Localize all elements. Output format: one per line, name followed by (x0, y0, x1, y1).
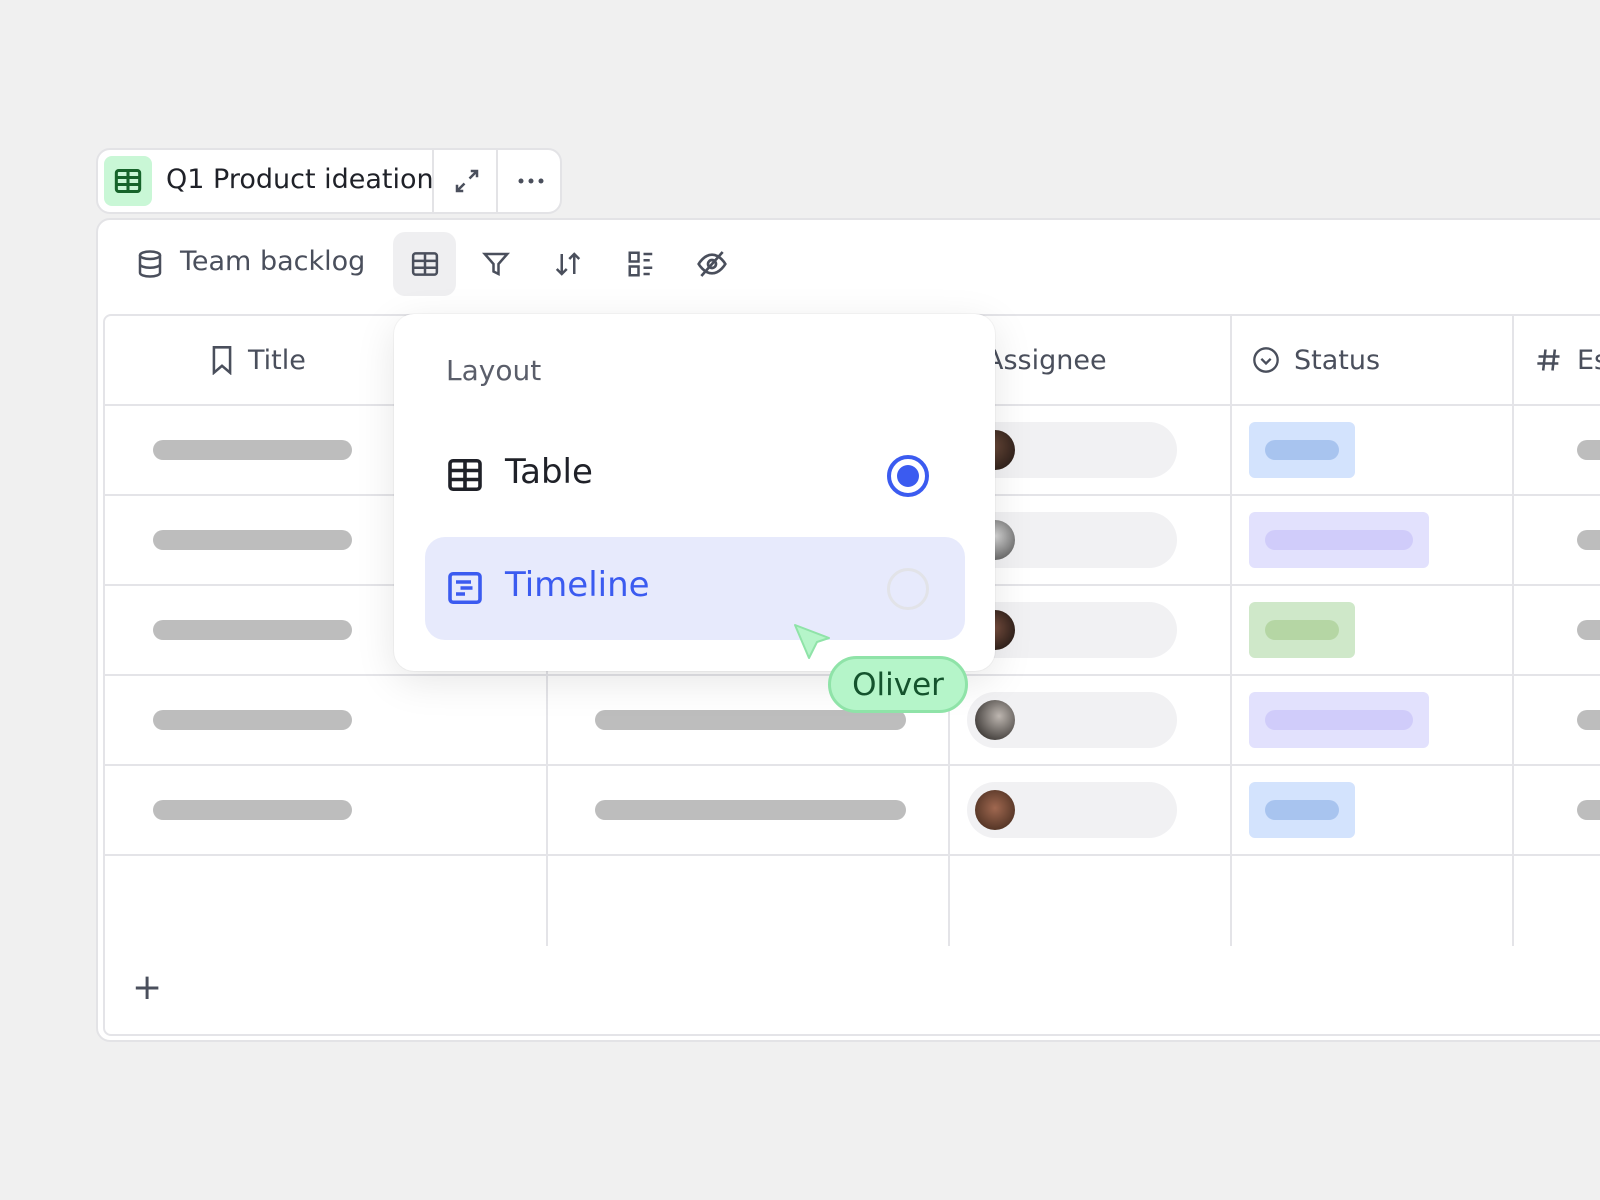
status-placeholder (1265, 530, 1413, 550)
assignee-pill[interactable] (967, 782, 1177, 838)
text-placeholder (595, 710, 906, 730)
status-placeholder (1265, 800, 1339, 820)
title-placeholder (153, 800, 352, 820)
row-divider (105, 764, 1600, 766)
estimate-placeholder (1577, 800, 1600, 820)
divider (496, 150, 498, 212)
column-header-status[interactable]: Status (1252, 316, 1380, 404)
collaborator-name-tag: Oliver (828, 656, 968, 713)
document-tab[interactable]: Q1 Product ideation (96, 148, 562, 214)
timeline-icon (447, 570, 483, 610)
option-label: Table (505, 452, 593, 492)
expand-button[interactable] (436, 150, 498, 212)
table-row[interactable] (105, 676, 1600, 764)
status-icon (1253, 347, 1279, 373)
column-label: Title (248, 344, 306, 376)
table-icon (447, 457, 483, 497)
divider (432, 150, 434, 212)
layout-option-timeline[interactable]: Timeline (425, 537, 965, 640)
bookmark-icon (212, 346, 232, 375)
title-placeholder (153, 530, 352, 550)
radio-selected[interactable] (887, 455, 929, 497)
status-chip[interactable] (1249, 512, 1429, 568)
title-placeholder (153, 620, 352, 640)
avatar (975, 700, 1015, 740)
option-label: Timeline (505, 565, 650, 605)
filter-button[interactable] (476, 232, 516, 296)
column-divider (1512, 316, 1514, 946)
status-chip[interactable] (1249, 422, 1355, 478)
table-icon (104, 156, 152, 206)
assignee-pill[interactable] (967, 692, 1177, 748)
database-icon (130, 232, 170, 296)
column-label: Es (1577, 344, 1600, 376)
collaborator-cursor-icon (794, 624, 830, 659)
table-icon (411, 252, 438, 276)
status-chip[interactable] (1249, 692, 1429, 748)
status-placeholder (1265, 440, 1339, 460)
layout-menu: Layout Table Timeline (394, 314, 995, 671)
hash-icon (1537, 349, 1560, 371)
table-row[interactable] (105, 766, 1600, 854)
radio-unselected[interactable] (887, 568, 929, 610)
avatar (975, 790, 1015, 830)
status-chip[interactable] (1249, 782, 1355, 838)
sort-button[interactable] (548, 232, 588, 296)
title-placeholder (153, 710, 352, 730)
database-source-label[interactable]: Team backlog (180, 246, 366, 277)
assignee-pill[interactable] (967, 422, 1177, 478)
filter-icon (481, 252, 511, 277)
column-header-estimate[interactable]: Es (1535, 316, 1600, 404)
status-placeholder (1265, 710, 1413, 730)
layout-option-table[interactable]: Table (425, 424, 965, 527)
column-divider (1230, 316, 1232, 946)
eye-off-icon (697, 251, 727, 277)
column-header-assignee[interactable]: Assignee (985, 316, 1107, 404)
group-button[interactable] (621, 232, 661, 296)
estimate-placeholder (1577, 620, 1600, 640)
assignee-pill[interactable] (967, 512, 1177, 568)
column-label: Assignee (985, 344, 1107, 376)
estimate-placeholder (1577, 710, 1600, 730)
layout-button[interactable] (393, 232, 456, 296)
status-chip[interactable] (1249, 602, 1355, 658)
assignee-pill[interactable] (967, 602, 1177, 658)
add-row-button[interactable]: + (132, 967, 163, 1008)
title-placeholder (153, 440, 352, 460)
estimate-placeholder (1577, 530, 1600, 550)
column-header-title[interactable]: Title (210, 316, 306, 404)
text-placeholder (595, 800, 906, 820)
sort-icon (555, 252, 581, 276)
estimate-placeholder (1577, 440, 1600, 460)
more-icon (518, 178, 544, 184)
hide-fields-button[interactable] (692, 232, 732, 296)
expand-icon (455, 169, 479, 193)
row-divider (105, 854, 1600, 856)
document-title: Q1 Product ideation (166, 164, 434, 195)
column-label: Status (1294, 344, 1381, 376)
group-icon (628, 251, 653, 277)
more-button[interactable] (500, 150, 562, 212)
status-placeholder (1265, 620, 1339, 640)
layout-menu-heading: Layout (446, 354, 542, 387)
